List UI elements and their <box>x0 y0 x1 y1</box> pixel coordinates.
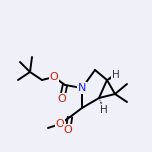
Text: O: O <box>58 94 66 104</box>
Polygon shape <box>107 74 117 80</box>
Text: N: N <box>78 83 86 93</box>
Text: O: O <box>64 125 72 135</box>
Text: O: O <box>56 119 64 129</box>
Text: H: H <box>100 105 108 115</box>
Text: O: O <box>50 72 58 82</box>
Text: H: H <box>112 70 120 80</box>
